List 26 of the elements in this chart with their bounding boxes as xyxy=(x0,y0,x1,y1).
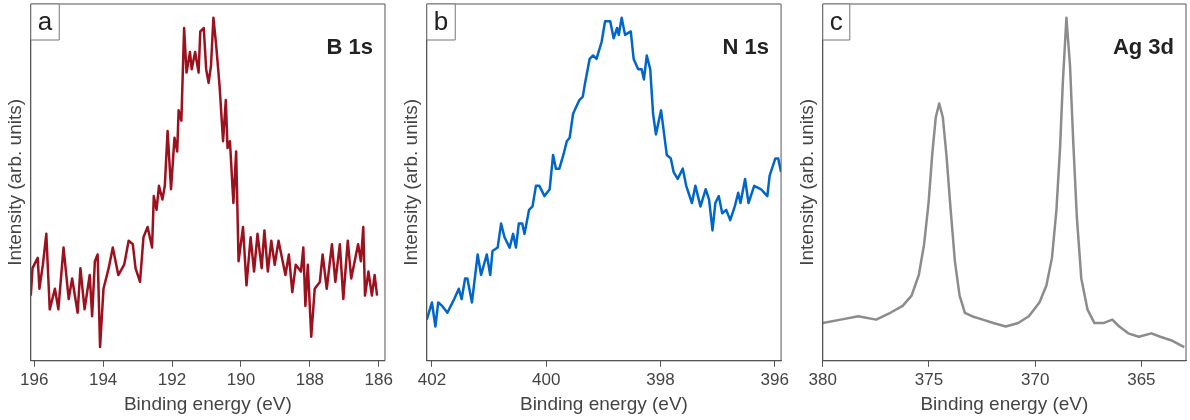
x-tick-label: 188 xyxy=(295,369,325,389)
annotation: b xyxy=(433,6,449,37)
y-axis-title: Intensity (arb. units) xyxy=(3,98,25,266)
annotation: N 1s xyxy=(722,34,770,60)
x-tick-label: 190 xyxy=(226,369,256,389)
annotation: a xyxy=(37,6,53,37)
x-tick-label: 400 xyxy=(532,369,561,389)
annotation: Ag 3d xyxy=(1112,34,1174,60)
annotation: B 1s xyxy=(326,34,373,60)
x-axis-title: Binding energy (eV) xyxy=(920,392,1089,414)
y-axis-title: Intensity (arb. units) xyxy=(399,98,421,266)
x-tick-label: 398 xyxy=(646,369,675,389)
x-tick-label: 375 xyxy=(914,369,944,389)
x-tick-label: 186 xyxy=(364,369,393,389)
x-tick-label: 370 xyxy=(1021,369,1050,389)
annotation: c xyxy=(829,6,843,37)
x-axis-title: Binding energy (eV) xyxy=(123,392,292,414)
x-tick-label: 380 xyxy=(808,369,837,389)
x-tick-label: 396 xyxy=(760,369,789,389)
x-axis-title: Binding energy (eV) xyxy=(519,392,688,414)
x-tick-label: 402 xyxy=(417,369,447,389)
x-tick-label: 192 xyxy=(157,369,187,389)
x-tick-label: 196 xyxy=(20,369,49,389)
x-tick-label: 194 xyxy=(88,369,118,389)
x-tick-label: 365 xyxy=(1127,369,1156,389)
y-axis-title: Intensity (arb. units) xyxy=(795,98,817,266)
